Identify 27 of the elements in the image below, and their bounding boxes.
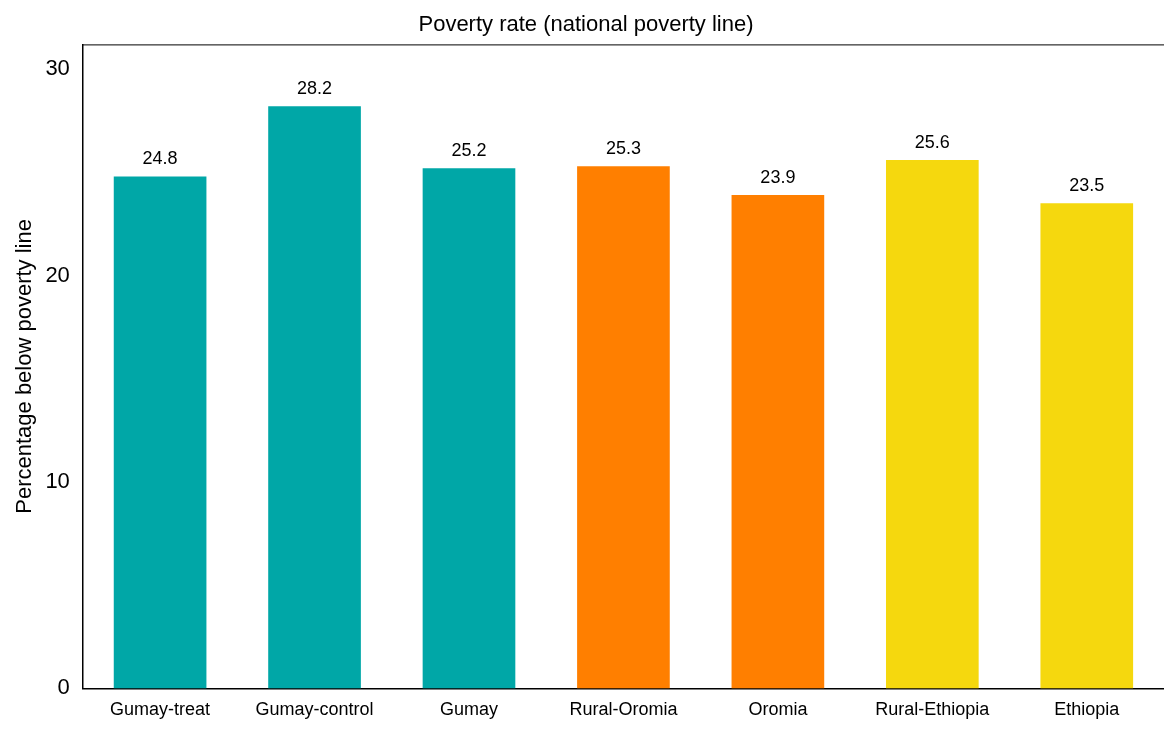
y-tick-label: 0 — [57, 674, 70, 700]
bar — [886, 159, 979, 689]
bar — [577, 166, 670, 689]
data-label: 25.2 — [451, 140, 487, 161]
bar — [1040, 203, 1134, 689]
data-label: 23.5 — [1069, 175, 1105, 196]
bar — [268, 106, 361, 689]
x-tick-label: Ethiopia — [1054, 699, 1121, 720]
x-tick-label: Gumay-control — [255, 699, 374, 720]
data-label: 28.2 — [297, 78, 333, 99]
data-label: 25.3 — [605, 138, 641, 159]
y-tick-label: 10 — [45, 468, 70, 494]
y-tick-label: 30 — [45, 55, 70, 81]
bar — [113, 176, 207, 689]
data-label: 25.6 — [914, 131, 950, 152]
y-axis-title: Percentage below poverty line — [11, 219, 37, 514]
x-tick-label: Oromia — [748, 699, 809, 720]
bar — [422, 168, 516, 689]
x-tick-label: Gumay-treat — [110, 699, 211, 720]
chart-title: Poverty rate (national poverty line) — [418, 11, 754, 37]
x-tick-label: Rural-Oromia — [569, 699, 679, 720]
y-tick-label: 20 — [45, 261, 70, 287]
data-label: 24.8 — [142, 148, 178, 169]
data-label: 23.9 — [760, 167, 796, 188]
bar — [731, 195, 825, 689]
x-tick-label: Rural-Ethiopia — [875, 699, 991, 720]
x-tick-label: Gumay — [439, 699, 498, 720]
